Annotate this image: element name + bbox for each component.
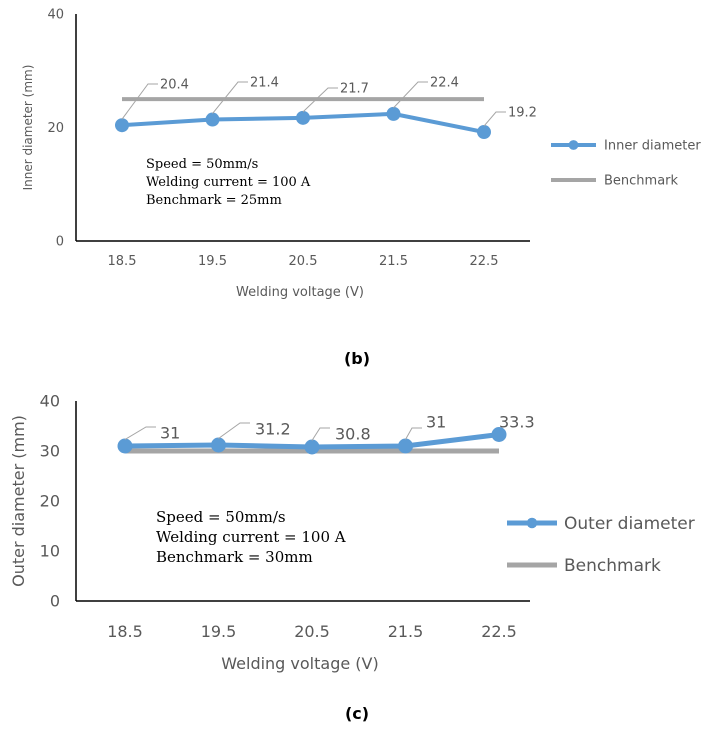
x-tick-label: 19.5 — [201, 622, 237, 641]
x-tick-label: 22.5 — [470, 254, 499, 269]
legend-entry: Benchmark — [564, 556, 661, 576]
x-tick-label: 21.5 — [379, 254, 408, 269]
data-label: 22.4 — [430, 76, 459, 91]
y-tick-label: 20 — [47, 121, 64, 136]
data-point — [211, 437, 226, 453]
data-point — [304, 439, 320, 455]
data-label: 31.2 — [255, 420, 291, 439]
x-axis-label: Welding voltage (V) — [221, 654, 378, 673]
data-label: 30.8 — [335, 425, 371, 444]
y-tick-label: 10 — [40, 542, 60, 561]
leader-line — [212, 81, 248, 114]
x-tick-label: 18.5 — [107, 622, 143, 641]
data-point — [398, 438, 413, 454]
y-axis-label: Outer diameter (mm) — [9, 415, 28, 587]
chart-c: 0 10 20 30 40 18.5 19.5 20.5 21.5 22.5 Welding vol… — [9, 392, 695, 723]
legend-entry: Benchmark — [604, 174, 679, 189]
leader-line — [393, 81, 428, 109]
annotation-line: Speed = 50mm/s — [146, 157, 258, 172]
data-point — [477, 125, 491, 140]
leader-line — [218, 422, 250, 439]
leader-line — [405, 427, 422, 440]
x-tick-label: 20.5 — [289, 254, 318, 269]
annotation-line: Welding current = 100 A — [156, 528, 346, 546]
chart-b: 0 20 40 18.5 19.5 20.5 21.5 22.5 Welding voltage… — [21, 8, 701, 368]
x-tick-label: 18.5 — [108, 254, 137, 269]
y-tick-label: 40 — [40, 392, 60, 411]
x-tick-label: 19.5 — [198, 254, 227, 269]
y-tick-label: 20 — [40, 492, 60, 511]
y-tick-label: 30 — [40, 442, 60, 461]
leader-line — [124, 426, 156, 440]
x-tick-label: 21.5 — [388, 622, 424, 641]
annotation-line: Speed = 50mm/s — [156, 508, 286, 526]
data-label: 31 — [160, 424, 180, 443]
x-tick-label: 20.5 — [294, 622, 330, 641]
data-point — [117, 438, 133, 454]
x-axis-label: Welding voltage (V) — [236, 285, 364, 300]
leader-line — [311, 427, 330, 441]
data-label: 19.2 — [508, 106, 537, 121]
data-point — [115, 118, 129, 133]
data-label: 21.4 — [250, 76, 279, 91]
data-point — [491, 427, 507, 442]
annotation-line: Welding current = 100 A — [146, 175, 311, 190]
data-point — [386, 106, 401, 121]
figure-caption: (c) — [345, 704, 369, 723]
legend-entry: Inner diameter — [604, 139, 701, 154]
data-label: 33.3 — [499, 413, 535, 432]
leader-line — [302, 87, 338, 113]
legend-marker — [568, 140, 579, 150]
annotation-line: Benchmark = 25mm — [146, 193, 282, 208]
annotation-line: Benchmark = 30mm — [156, 548, 313, 566]
figure-caption: (b) — [344, 349, 370, 368]
y-tick-label: 0 — [56, 235, 64, 250]
data-label: 31 — [426, 413, 446, 432]
data-label: 20.4 — [160, 78, 189, 93]
y-tick-label: 0 — [50, 592, 60, 611]
leader-line — [483, 111, 506, 127]
y-tick-label: 40 — [47, 8, 64, 23]
data-label: 21.7 — [340, 82, 369, 97]
data-point — [296, 110, 310, 125]
data-point — [205, 112, 220, 127]
y-axis-label: Inner diameter (mm) — [21, 65, 35, 191]
leader-line — [121, 83, 158, 120]
x-tick-label: 22.5 — [481, 622, 517, 641]
legend-marker — [526, 517, 538, 529]
legend-entry: Outer diameter — [564, 514, 695, 534]
